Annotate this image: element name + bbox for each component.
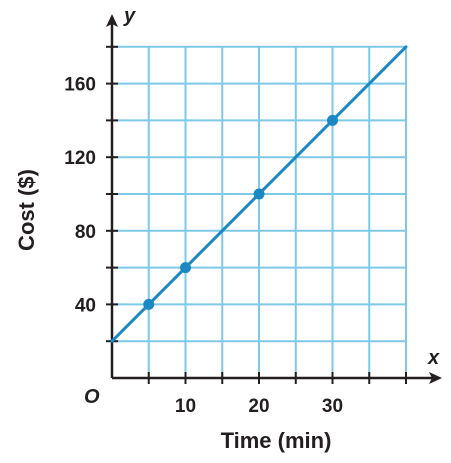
data-point bbox=[253, 188, 265, 200]
x-axis-title: Time (min) bbox=[221, 428, 332, 453]
grid bbox=[112, 45, 407, 378]
y-axis-title: Cost ($) bbox=[14, 169, 39, 251]
plot-area bbox=[110, 45, 408, 343]
axes bbox=[106, 14, 442, 384]
tick-labels: 10 20 30 40 80 120 160 bbox=[64, 75, 343, 417]
data-point bbox=[180, 262, 191, 274]
x-axis-variable: x bbox=[427, 347, 440, 369]
y-tick-label: 120 bbox=[64, 148, 96, 169]
y-tick-label: 80 bbox=[75, 222, 96, 243]
data-point bbox=[327, 114, 338, 126]
x-tick-label: 20 bbox=[248, 396, 269, 417]
data-point bbox=[143, 298, 155, 310]
y-tick-label: 160 bbox=[64, 75, 96, 96]
y-axis-variable: y bbox=[123, 5, 136, 27]
y-axis-arrow bbox=[106, 14, 118, 27]
x-axis-arrow bbox=[429, 372, 442, 384]
x-tick-label: 30 bbox=[322, 396, 343, 417]
x-tick-label: 10 bbox=[175, 396, 196, 417]
axis-ticks bbox=[106, 45, 407, 384]
y-tick-label: 40 bbox=[75, 295, 96, 316]
origin-label: O bbox=[84, 386, 100, 408]
